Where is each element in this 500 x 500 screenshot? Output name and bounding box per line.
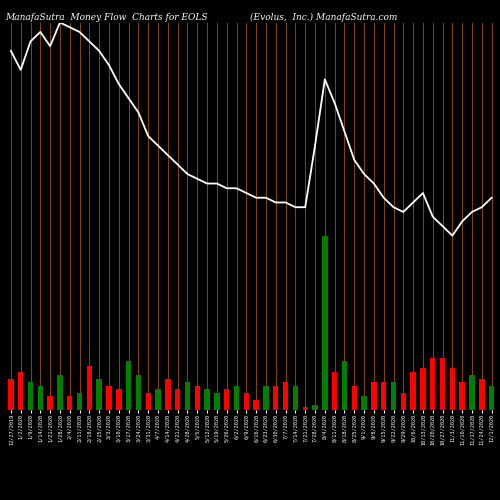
Bar bbox=[332, 372, 338, 410]
Bar bbox=[352, 386, 357, 410]
Bar bbox=[312, 405, 318, 410]
Bar bbox=[264, 386, 268, 410]
Bar bbox=[342, 361, 347, 410]
Bar bbox=[322, 236, 328, 410]
Bar bbox=[175, 389, 180, 410]
Bar bbox=[224, 389, 230, 410]
Bar bbox=[185, 382, 190, 410]
Bar bbox=[234, 386, 239, 410]
Bar bbox=[67, 396, 72, 410]
Bar bbox=[96, 378, 102, 410]
Bar bbox=[292, 386, 298, 410]
Bar bbox=[450, 368, 455, 410]
Bar bbox=[244, 392, 249, 410]
Bar bbox=[106, 386, 112, 410]
Bar bbox=[57, 375, 62, 410]
Bar bbox=[38, 386, 43, 410]
Bar bbox=[28, 382, 33, 410]
Bar bbox=[8, 378, 14, 410]
Bar bbox=[420, 368, 426, 410]
Bar bbox=[479, 378, 484, 410]
Bar bbox=[146, 392, 151, 410]
Bar bbox=[371, 382, 376, 410]
Bar bbox=[381, 382, 386, 410]
Bar bbox=[362, 396, 367, 410]
Text: (Evolus,  Inc.) ManafaSutra.com: (Evolus, Inc.) ManafaSutra.com bbox=[250, 12, 398, 22]
Bar bbox=[204, 389, 210, 410]
Bar bbox=[391, 382, 396, 410]
Bar bbox=[430, 358, 436, 410]
Bar bbox=[214, 392, 220, 410]
Bar bbox=[440, 358, 446, 410]
Bar bbox=[165, 378, 170, 410]
Bar bbox=[400, 392, 406, 410]
Bar bbox=[302, 406, 308, 410]
Bar bbox=[86, 366, 92, 410]
Bar bbox=[126, 361, 132, 410]
Text: ManafaSutra  Money Flow  Charts for EOLS: ManafaSutra Money Flow Charts for EOLS bbox=[5, 12, 207, 22]
Bar bbox=[489, 386, 494, 410]
Bar bbox=[460, 382, 465, 410]
Bar bbox=[273, 386, 278, 410]
Bar bbox=[283, 382, 288, 410]
Bar bbox=[136, 375, 141, 410]
Bar bbox=[254, 400, 259, 410]
Bar bbox=[77, 392, 82, 410]
Bar bbox=[410, 372, 416, 410]
Bar bbox=[48, 396, 53, 410]
Bar bbox=[156, 389, 160, 410]
Bar bbox=[194, 386, 200, 410]
Bar bbox=[470, 375, 474, 410]
Bar bbox=[116, 389, 121, 410]
Bar bbox=[18, 372, 24, 410]
